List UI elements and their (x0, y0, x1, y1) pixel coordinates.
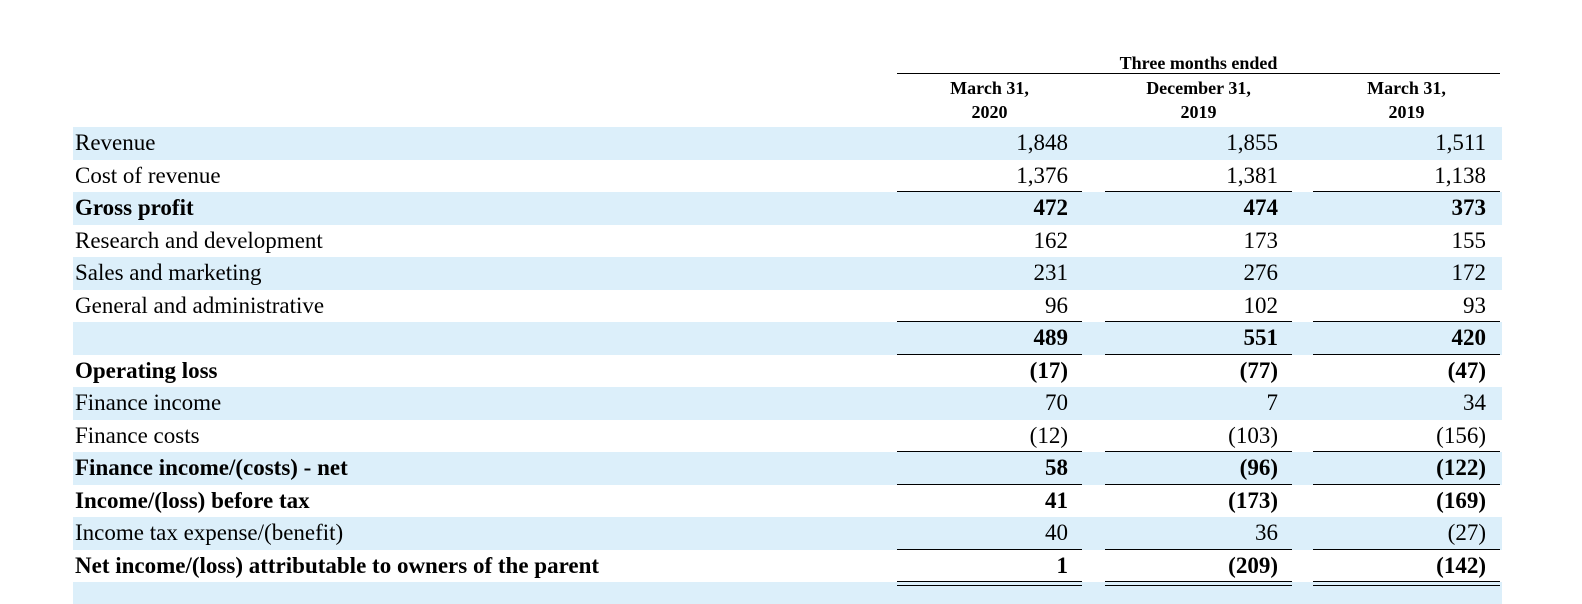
cell-value: 1,376 (1016, 162, 1068, 188)
cell-rule (1313, 191, 1500, 192)
table-row: Income tax expense/(benefit) 40 36 (27) (73, 517, 1502, 550)
row-label: Finance income (75, 390, 222, 415)
cell-rule (1313, 581, 1500, 586)
cell-rule (1105, 191, 1292, 192)
cell-value: 102 (1243, 292, 1279, 318)
cell-value: 172 (1451, 260, 1487, 285)
table-row: Finance income 70 7 34 (73, 387, 1502, 420)
cell-value: 231 (1033, 260, 1069, 285)
cell-value: 474 (1243, 195, 1279, 220)
cell-value: 276 (1243, 260, 1279, 285)
cell-value: 1 (1056, 552, 1069, 578)
cell-rule (1105, 483, 1292, 485)
row-label: Cost of revenue (75, 162, 221, 188)
cell-value: 472 (1033, 195, 1069, 220)
row-label: Net income/(loss) attributable to owners… (75, 552, 600, 578)
cell-rule (1105, 581, 1292, 586)
cell-value: (209) (1228, 552, 1278, 578)
table-row: Gross profit 472 474 373 (73, 192, 1502, 225)
cell-value: (173) (1228, 487, 1278, 513)
cell-value: (96) (1239, 455, 1278, 480)
cell-value: 96 (1045, 292, 1068, 318)
cell-value: 162 (1033, 227, 1069, 253)
cell-rule (1313, 451, 1500, 452)
cell-value: (169) (1436, 487, 1486, 513)
row-band (73, 582, 1502, 604)
table-row: Research and development 162 173 155 (73, 225, 1502, 258)
table-row: Finance income/(costs) - net 58 (96) (122) (73, 452, 1502, 485)
cell-value: (27) (1447, 520, 1486, 545)
table-row: Income/(loss) before tax 41 (173) (169) (73, 485, 1502, 518)
cell-value: 58 (1045, 455, 1068, 480)
cell-rule (1105, 451, 1292, 452)
cell-value: 155 (1451, 227, 1487, 253)
row-label: Income/(loss) before tax (75, 487, 310, 513)
row-label: Finance costs (75, 422, 200, 448)
cell-value: (142) (1436, 552, 1486, 578)
cell-rule (1313, 321, 1500, 322)
cell-rule (1105, 353, 1292, 355)
table-row: Cost of revenue 1,376 1,381 1,138 (73, 160, 1502, 193)
cell-value: (77) (1239, 357, 1278, 383)
cell-rule (897, 321, 1082, 322)
table-row: Finance costs (12) (103) (156) (73, 420, 1502, 453)
column-header: March 31, 2019 (1367, 78, 1446, 122)
cell-rule (1313, 353, 1500, 355)
row-label: Finance income/(costs) - net (75, 455, 348, 480)
cell-rule (897, 548, 1082, 550)
cell-value: 173 (1243, 227, 1279, 253)
table-row: Operating loss (17) (77) (47) (73, 355, 1502, 388)
cell-value: 373 (1451, 195, 1487, 220)
table-row: Sales and marketing 231 276 172 (73, 257, 1502, 290)
cell-value: 41 (1045, 487, 1068, 513)
cell-value: 1,511 (1435, 130, 1486, 155)
cell-rule (1313, 483, 1500, 485)
cell-rule (1105, 548, 1292, 550)
cell-value: (17) (1029, 357, 1068, 383)
cell-value: 420 (1451, 325, 1487, 350)
cell-value: 489 (1033, 325, 1069, 350)
period-header: Three months ended (1119, 53, 1278, 73)
row-label: General and administrative (75, 292, 325, 318)
header-rule (897, 73, 1500, 74)
row-label: Sales and marketing (75, 260, 262, 285)
cell-value: 93 (1463, 292, 1486, 318)
cell-value: 36 (1255, 520, 1278, 545)
table-row: Revenue 1,848 1,855 1,511 (73, 127, 1502, 160)
cell-value: (156) (1436, 422, 1486, 448)
cell-rule (1105, 321, 1292, 322)
row-label: Revenue (75, 130, 156, 155)
cell-rule (897, 191, 1082, 192)
column-header: March 31, 2020 (950, 78, 1029, 122)
cell-value: 40 (1045, 520, 1068, 545)
cell-rule (897, 451, 1082, 452)
cell-rule (897, 581, 1082, 586)
cell-value: (47) (1447, 357, 1486, 383)
cell-value: 1,855 (1226, 130, 1278, 155)
row-label: Income tax expense/(benefit) (75, 520, 344, 545)
cell-value: (12) (1029, 422, 1068, 448)
cell-value: 7 (1266, 390, 1279, 415)
table-row: 489 551 420 (73, 322, 1502, 355)
cell-value: (122) (1436, 455, 1486, 480)
row-label: Research and development (75, 227, 323, 253)
cell-value: 1,138 (1434, 162, 1486, 188)
cell-rule (897, 353, 1082, 355)
cell-value: 70 (1045, 390, 1068, 415)
column-header: December 31, 2019 (1146, 78, 1251, 122)
cell-value: 551 (1243, 325, 1279, 350)
row-label: Operating loss (75, 357, 218, 383)
cell-value: 34 (1463, 390, 1486, 415)
cell-value: 1,848 (1016, 130, 1068, 155)
table-row: General and administrative 96 102 93 (73, 290, 1502, 323)
cell-rule (897, 483, 1082, 485)
cell-rule (1313, 548, 1500, 550)
table-row: Net income/(loss) attributable to owners… (73, 550, 1502, 583)
row-label: Gross profit (75, 195, 194, 220)
cell-value: 1,381 (1226, 162, 1278, 188)
cell-value: (103) (1228, 422, 1278, 448)
